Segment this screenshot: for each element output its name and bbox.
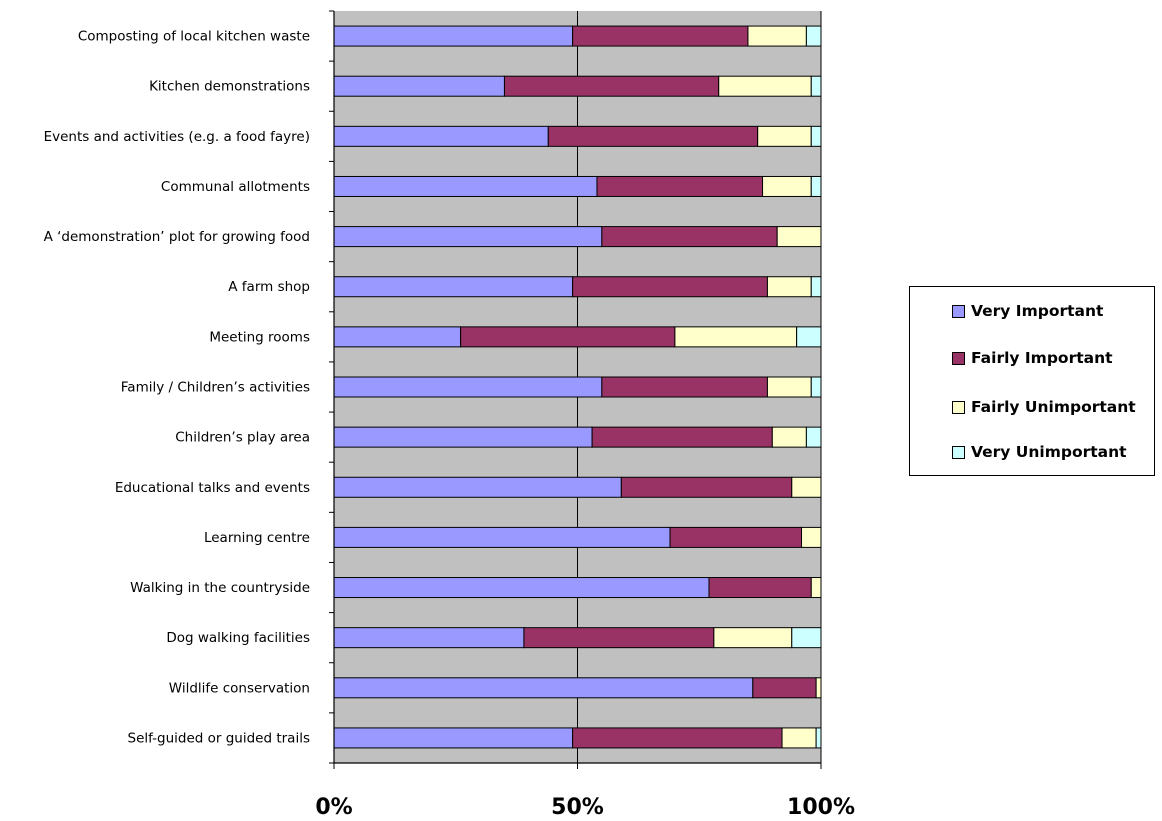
legend-label: Fairly Important: [971, 349, 1113, 367]
bar-segment: [815, 677, 822, 699]
bar-segment: [333, 677, 754, 699]
bar-segment: [572, 276, 768, 298]
category-label: A farm shop: [228, 279, 310, 295]
bar-segment: [791, 476, 822, 498]
bar-segment: [572, 727, 783, 749]
bar-segment: [591, 426, 773, 448]
legend-item: Fairly Unimportant: [952, 397, 1136, 417]
legend-label: Very Important: [971, 302, 1104, 320]
bar-segment: [333, 627, 525, 649]
axes: [329, 10, 822, 769]
bar-segment: [333, 426, 593, 448]
bar-segment: [523, 627, 715, 649]
bar-segment: [601, 376, 768, 398]
bar-segment: [669, 526, 803, 548]
bar-segment: [333, 376, 603, 398]
bar-segment: [805, 426, 822, 448]
category-label: Kitchen demonstrations: [149, 79, 310, 95]
x-tick-label: 50%: [551, 795, 604, 820]
category-label: Family / Children’s activities: [121, 380, 310, 396]
bar-segment: [333, 326, 462, 348]
bar-segment: [333, 125, 549, 147]
bar-segment: [674, 326, 798, 348]
bar-segment: [333, 175, 598, 197]
bar-segment: [713, 627, 793, 649]
legend-label: Very Unimportant: [971, 443, 1127, 461]
legend-item: Very Important: [952, 301, 1103, 321]
category-label: Educational talks and events: [115, 480, 310, 496]
bar-segment: [810, 376, 822, 398]
bar-segment: [810, 276, 822, 298]
bar-segment: [572, 25, 749, 47]
category-label: Meeting rooms: [209, 329, 310, 345]
legend: Very Important Fairly Important Fairly Uni…: [909, 286, 1155, 476]
bar-segment: [810, 175, 822, 197]
bar-segment: [752, 677, 817, 699]
category-label: Dog walking facilities: [166, 630, 310, 646]
bar-segment: [771, 426, 807, 448]
legend-swatch: [952, 304, 965, 318]
legend-swatch: [952, 445, 965, 459]
bar-segment: [596, 175, 764, 197]
x-tick-labels: 0% 50% 100%: [315, 795, 855, 820]
category-label: Composting of local kitchen waste: [78, 29, 310, 45]
legend-swatch: [952, 400, 965, 414]
legend-label: Fairly Unimportant: [971, 398, 1136, 416]
category-label: Walking in the countryside: [130, 580, 310, 596]
x-tick-label: 100%: [787, 795, 855, 820]
bar-segment: [815, 727, 822, 749]
bar-segment: [333, 577, 710, 599]
bar-segment: [333, 476, 622, 498]
bar-segment: [801, 526, 822, 548]
category-label: Learning centre: [204, 530, 310, 546]
legend-item: Very Unimportant: [952, 442, 1127, 462]
bar-segment: [601, 226, 778, 248]
x-tick-label: 0%: [315, 795, 352, 820]
bar-segment: [776, 226, 822, 248]
bar-segment: [781, 727, 817, 749]
bar-segment: [333, 25, 574, 47]
category-label: A ‘demonstration’ plot for growing food: [44, 229, 310, 245]
bar-segment: [620, 476, 793, 498]
bar-segment: [547, 125, 759, 147]
bar-segment: [503, 75, 720, 97]
category-label: Self-guided or guided trails: [128, 730, 311, 746]
bar-segment: [766, 376, 812, 398]
bar-segment: [333, 727, 574, 749]
bar-segment: [757, 125, 812, 147]
bar-segment: [747, 25, 807, 47]
category-label: Wildlife conservation: [169, 680, 310, 696]
bar-segment: [762, 175, 812, 197]
bar-segment: [708, 577, 812, 599]
legend-item: Fairly Important: [952, 348, 1113, 368]
bar-segment: [810, 75, 822, 97]
bar-segment: [718, 75, 812, 97]
bar-segment: [766, 276, 812, 298]
bar-segment: [810, 577, 822, 599]
bar-segment: [333, 276, 574, 298]
bar-segment: [796, 326, 822, 348]
bar-segment: [805, 25, 822, 47]
bar-segment: [333, 226, 603, 248]
category-label: Children’s play area: [175, 430, 310, 446]
bar-segment: [810, 125, 822, 147]
bar-segment: [460, 326, 676, 348]
bar-segment: [333, 75, 505, 97]
category-label: Events and activities (e.g. a food fayre…: [44, 129, 310, 145]
bar-segment: [333, 526, 671, 548]
legend-swatch: [952, 351, 965, 365]
category-label: Communal allotments: [161, 179, 310, 195]
bars: [333, 25, 822, 749]
category-labels: Composting of local kitchen waste Kitchen…: [44, 29, 310, 747]
bar-segment: [791, 627, 822, 649]
